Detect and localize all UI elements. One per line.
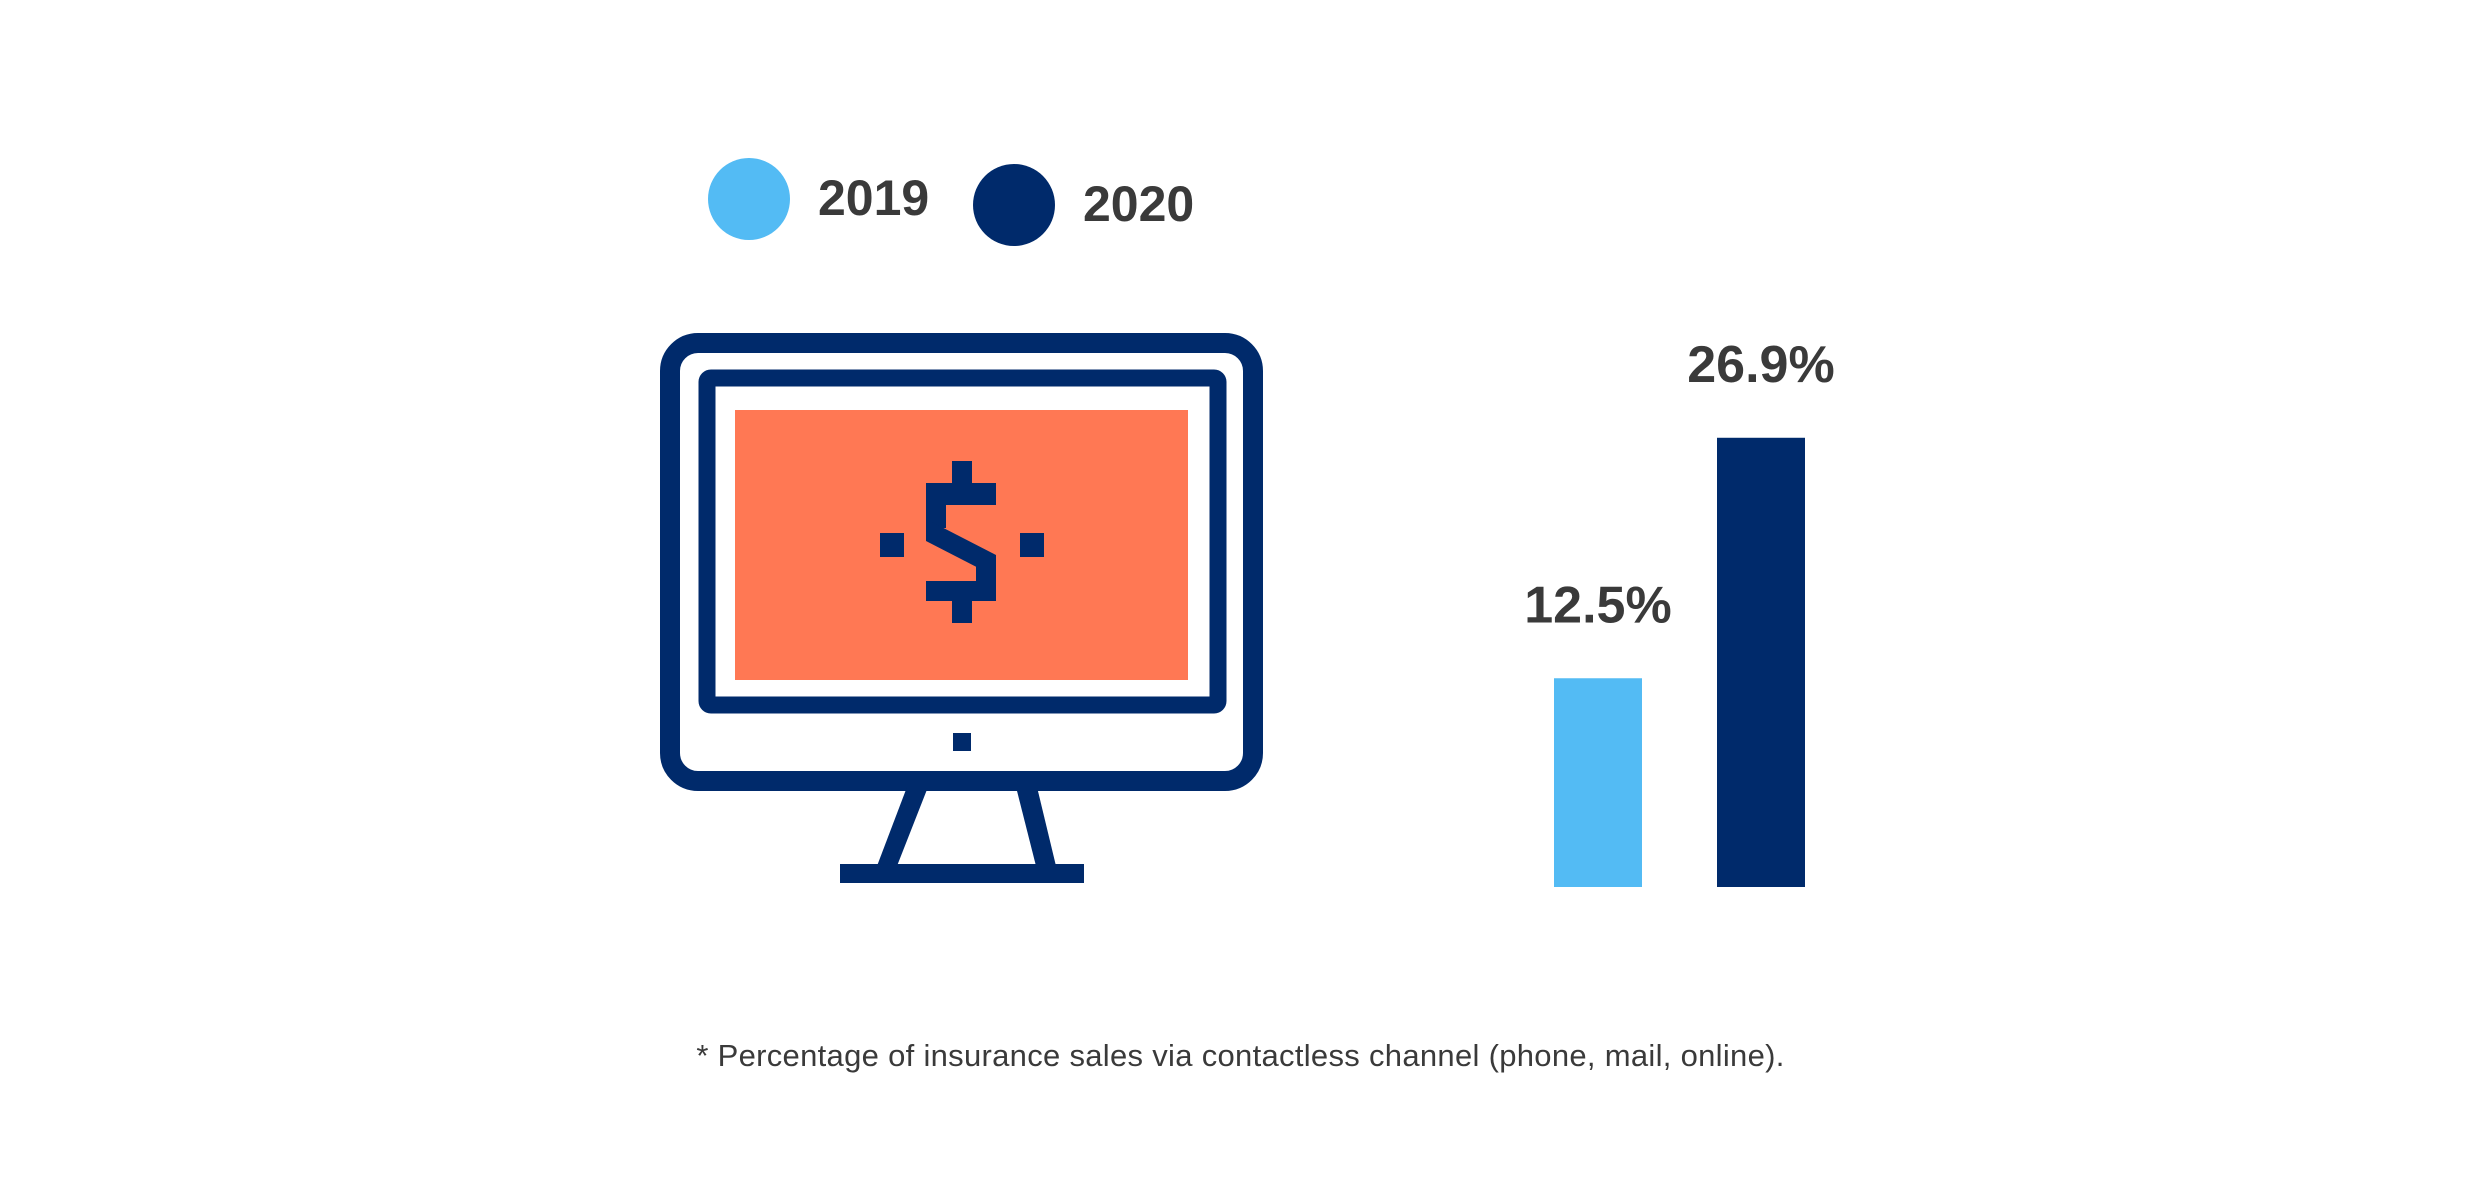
monitor-bezel <box>698 369 1227 714</box>
legend-dot-2020 <box>973 164 1055 246</box>
legend-label-2019: 2019 <box>818 170 930 226</box>
bar-2020 <box>1717 437 1805 887</box>
dollar-sign-icon <box>880 461 1044 623</box>
footnote: * Percentage of insurance sales via cont… <box>696 1038 1785 1073</box>
power-indicator <box>953 733 971 751</box>
stand-leg-right <box>1016 787 1056 866</box>
monitor-frame <box>660 333 1263 791</box>
bar-chart: 12.5% 26.9% <box>1524 336 1835 887</box>
bar-value-label-2020: 26.9% <box>1687 336 1834 394</box>
legend: 2019 2020 <box>0 0 2481 300</box>
monitor-dollar-icon <box>660 333 1263 883</box>
legend-dot-2019 <box>708 158 790 240</box>
legend-label-2020: 2020 <box>1083 176 1195 232</box>
bar-value-label-2019: 12.5% <box>1524 576 1671 634</box>
stand-leg-left <box>877 787 928 866</box>
stand-base <box>840 864 1084 883</box>
bar-2019 <box>1554 678 1642 887</box>
